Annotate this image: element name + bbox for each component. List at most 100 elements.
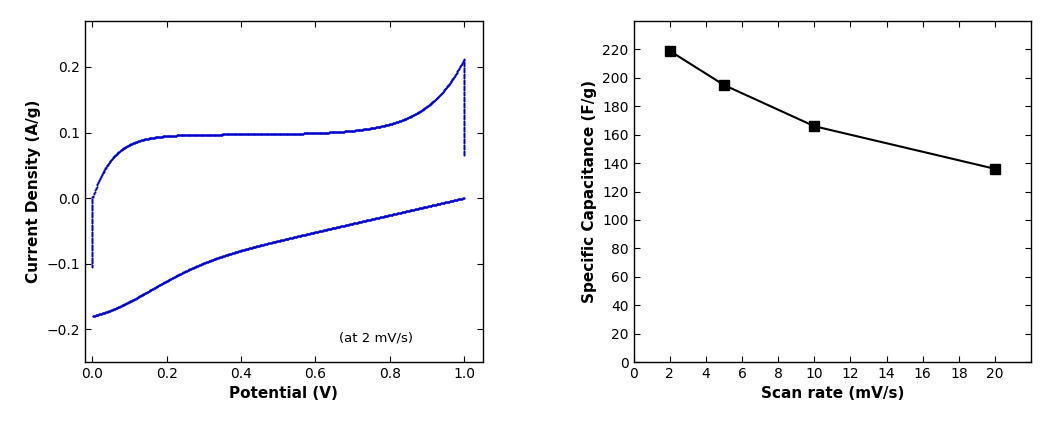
Point bbox=[419, 103, 436, 110]
Point bbox=[376, 213, 393, 220]
Point bbox=[421, 203, 438, 209]
Point bbox=[300, 130, 317, 137]
Point bbox=[96, 167, 113, 174]
Point bbox=[412, 205, 429, 211]
Point bbox=[325, 224, 342, 231]
Point bbox=[301, 230, 318, 237]
Point bbox=[85, 192, 102, 199]
Point bbox=[182, 132, 199, 139]
Point bbox=[84, 262, 101, 269]
Point bbox=[359, 217, 376, 224]
Point bbox=[166, 274, 183, 280]
Point bbox=[332, 223, 349, 230]
Point bbox=[224, 250, 241, 256]
Point bbox=[197, 259, 214, 266]
Point bbox=[176, 268, 193, 275]
Point bbox=[331, 128, 348, 135]
Point bbox=[86, 312, 103, 319]
Point bbox=[95, 310, 112, 317]
Point bbox=[419, 203, 436, 210]
Point bbox=[297, 130, 314, 137]
Point bbox=[301, 130, 318, 137]
Point bbox=[307, 229, 324, 235]
Point bbox=[377, 122, 394, 129]
Point bbox=[355, 218, 372, 224]
Point bbox=[123, 297, 140, 304]
Point bbox=[389, 210, 406, 217]
Point bbox=[435, 200, 452, 206]
Point bbox=[205, 256, 222, 263]
Point bbox=[222, 131, 239, 138]
Point bbox=[233, 247, 250, 254]
Point bbox=[205, 131, 222, 138]
Point bbox=[274, 131, 291, 137]
Point bbox=[87, 312, 104, 319]
Point bbox=[448, 197, 465, 203]
Point bbox=[152, 281, 169, 288]
Point bbox=[306, 229, 323, 236]
Point bbox=[241, 245, 258, 251]
Point bbox=[308, 229, 325, 235]
Point bbox=[107, 152, 124, 158]
Point bbox=[300, 230, 317, 237]
Point bbox=[394, 209, 411, 216]
Point bbox=[195, 260, 212, 267]
Point bbox=[113, 147, 130, 153]
Point bbox=[448, 197, 465, 203]
Point bbox=[345, 220, 362, 227]
Point bbox=[411, 108, 428, 115]
Point bbox=[362, 125, 379, 132]
Point bbox=[164, 274, 181, 281]
Point bbox=[409, 109, 426, 116]
Point bbox=[97, 309, 114, 316]
Point bbox=[405, 206, 422, 213]
Point bbox=[230, 248, 247, 255]
Point bbox=[432, 91, 449, 98]
Point bbox=[341, 128, 358, 134]
Point bbox=[213, 131, 230, 138]
Point bbox=[431, 92, 448, 99]
Point bbox=[107, 151, 124, 158]
Point bbox=[289, 130, 306, 137]
Point bbox=[170, 132, 187, 139]
Point bbox=[106, 152, 123, 159]
Point bbox=[195, 131, 212, 138]
X-axis label: Potential (V): Potential (V) bbox=[230, 386, 338, 402]
Point bbox=[441, 80, 458, 87]
Point bbox=[129, 138, 146, 145]
Point bbox=[370, 124, 387, 131]
Point bbox=[260, 131, 277, 138]
Point bbox=[315, 227, 332, 234]
Point bbox=[281, 131, 298, 137]
Point bbox=[84, 238, 101, 245]
Point bbox=[304, 130, 321, 136]
Point bbox=[426, 202, 443, 208]
Point bbox=[84, 250, 101, 257]
Point bbox=[108, 304, 125, 311]
Point bbox=[371, 123, 388, 130]
Point bbox=[223, 250, 240, 257]
Point bbox=[234, 131, 251, 138]
Point bbox=[255, 241, 272, 248]
Point bbox=[398, 115, 415, 122]
Point bbox=[286, 131, 303, 137]
Point bbox=[148, 283, 165, 290]
Point bbox=[448, 197, 465, 203]
Point bbox=[165, 132, 182, 139]
Point bbox=[326, 129, 343, 136]
Point bbox=[374, 213, 391, 220]
Point bbox=[84, 231, 101, 237]
Point bbox=[455, 129, 472, 136]
Point bbox=[216, 131, 233, 138]
Point bbox=[359, 125, 376, 132]
Point bbox=[310, 130, 327, 136]
Point bbox=[336, 222, 353, 229]
Point bbox=[265, 239, 282, 245]
Point bbox=[198, 131, 215, 138]
Point bbox=[121, 298, 138, 305]
Point bbox=[170, 132, 187, 139]
Point bbox=[412, 107, 429, 114]
Point bbox=[325, 225, 342, 232]
Point bbox=[330, 128, 347, 135]
Point bbox=[445, 74, 462, 80]
